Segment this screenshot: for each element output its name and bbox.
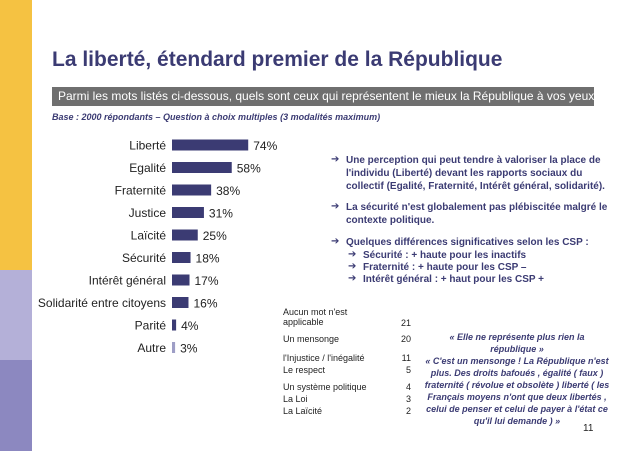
table-header-line: applicable [283, 317, 324, 327]
table-cell-label: Un mensonge [283, 334, 340, 344]
table-header-line: Aucun mot n'est [283, 307, 348, 317]
value-label: 31% [209, 207, 233, 221]
table-cell-value: 3 [405, 394, 411, 404]
slide-title: La liberté, étendard premier de la Répub… [52, 48, 503, 71]
category-label: Fraternité [115, 184, 167, 198]
value-label: 38% [216, 184, 240, 198]
table-row: La Laïcité 2 [283, 406, 411, 418]
category-label: Parité [135, 319, 167, 333]
sub-bullet-1: Sécurité : + haute pour les inactifs [363, 250, 527, 261]
category-label: Autre [137, 341, 166, 355]
arrow-right-icon: ➔ [348, 273, 357, 284]
category-label: Solidarité entre citoyens [38, 296, 166, 310]
bar [172, 207, 204, 218]
table-row: Le respect 5 [283, 365, 411, 377]
category-label: Liberté [129, 139, 166, 153]
bullet-1: Une perception qui peut tendre à valoris… [346, 154, 616, 193]
side-strip-lavender [0, 270, 32, 360]
bullet-3: Quelques différences significatives selo… [346, 236, 616, 249]
quote-line: république » [490, 344, 544, 354]
category-label: Intérêt général [89, 274, 166, 288]
category-label: Sécurité [122, 251, 166, 265]
arrow-right-icon: ➔ [331, 236, 340, 247]
bullet-1-line: l'individu (Liberté) devant les rapports… [346, 168, 583, 179]
quote-line: qu'il lui demande ) » [473, 416, 561, 426]
bullet-2-line: La sécurité n'est globalement pas plébis… [346, 202, 608, 213]
quote-line: Français moyens n'ont que deux libertés … [427, 392, 607, 402]
bar [172, 184, 212, 196]
side-strip-purple [0, 360, 32, 451]
verbatim-quote: « Elle ne représente plus rien la républ… [418, 331, 616, 427]
arrow-right-icon: ➔ [331, 201, 340, 212]
table-row: Aucun mot n'est applicable 21 [283, 307, 411, 331]
bullet-2: La sécurité n'est globalement pas plébis… [346, 201, 616, 227]
value-label: 16% [193, 297, 217, 311]
quote-line: plus. Des droits bafoués , égalité ( fau… [430, 368, 604, 378]
table-cell-label: Aucun mot n'est applicable [283, 307, 347, 331]
value-label: 74% [253, 139, 277, 153]
table-cell-label: La Loi [283, 394, 308, 404]
value-label: 18% [196, 252, 220, 266]
table-row: La Loi 3 [283, 394, 411, 406]
question-banner: Parmi les mots listés ci-dessous, quels … [52, 87, 604, 106]
sub-bullet-3: Intérêt général : + haut pour les CSP + [363, 274, 544, 285]
sub-bullet-2: Fraternité : + haute pour les CSP – [363, 262, 527, 273]
table-row: l'Injustice / l'inégalité 11 [283, 353, 411, 365]
value-label: 4% [181, 319, 199, 333]
table-cell-value: 21 [400, 318, 411, 328]
bar [172, 319, 177, 331]
arrow-right-icon: ➔ [348, 249, 357, 260]
quote-line: fraternité ( révolue et obsolète ) liber… [424, 380, 610, 390]
bullet-1-line: collectif (Egalité, Fraternité, Intérêt … [346, 181, 605, 192]
quote-line: celui de penser et celui de payer à l'ét… [426, 404, 608, 414]
table-cell-value: 4 [405, 382, 411, 392]
value-label: 3% [180, 342, 198, 356]
table-cell-label: Un système politique [283, 382, 367, 392]
value-label: 17% [195, 274, 219, 288]
bullet-2-line: contexte politique. [346, 215, 435, 226]
table-cell-value: 20 [400, 334, 411, 344]
table-cell-label: l'Injustice / l'inégalité [283, 353, 365, 363]
table-row: Un système politique 4 [283, 382, 411, 394]
bullet-3-line: Quelques différences significatives selo… [346, 237, 589, 248]
quote-line: « Elle ne représente plus rien la [449, 332, 585, 342]
base-note: Base : 2000 répondants – Question à choi… [52, 112, 381, 122]
table-cell-value: 2 [405, 406, 411, 416]
side-strip-yellow [0, 0, 32, 270]
table-cell-label: Le respect [283, 365, 326, 375]
arrow-right-icon: ➔ [348, 261, 357, 272]
table-row: Un mensonge 20 [283, 334, 411, 348]
bar [172, 297, 189, 308]
table-cell-label: La Laïcité [283, 406, 323, 416]
arrow-right-icon: ➔ [331, 154, 340, 165]
table-cell-value: 5 [405, 365, 411, 375]
category-label: Justice [129, 206, 167, 220]
category-label: Laïcité [131, 229, 167, 243]
value-label: 58% [237, 162, 261, 176]
bar [172, 342, 176, 353]
quote-line: « C'est un mensonge ! La République n'es… [425, 356, 609, 366]
bar [172, 229, 198, 241]
bullet-1-line: Une perception qui peut tendre à valoris… [346, 155, 601, 166]
bar [172, 274, 190, 286]
table-cell-value: 11 [401, 353, 411, 363]
page-number: 11 [583, 423, 594, 434]
value-label: 25% [203, 229, 227, 243]
bar [172, 139, 249, 151]
bar [172, 252, 191, 263]
alternative-answers-table: Aucun mot n'est applicable 21 Un mensong… [283, 307, 411, 418]
category-label: Egalité [129, 161, 166, 175]
bar [172, 162, 232, 173]
